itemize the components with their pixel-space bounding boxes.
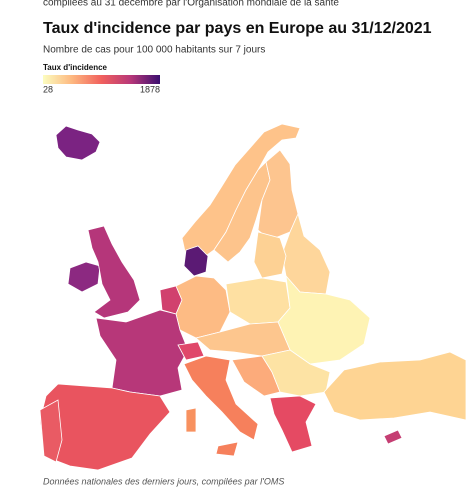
greece: [269, 395, 317, 453]
sardinia: [185, 407, 197, 433]
title: Taux d'incidence par pays en Europe au 3…: [43, 20, 432, 37]
cut-line: compilées au 31 décembre par l'Organisat…: [43, 0, 339, 9]
turkey: [323, 351, 466, 421]
legend-min: 28: [43, 84, 53, 94]
legend-max: 1878: [140, 84, 160, 94]
subtitle: Nombre de cas pour 100 000 habitants sur…: [43, 45, 265, 56]
ireland: [67, 261, 101, 293]
belarus-ukraine: [277, 274, 371, 365]
legend-title: Taux d'incidence: [43, 63, 108, 72]
france: [95, 309, 189, 397]
switzerland: [177, 341, 205, 361]
iceland: [55, 125, 101, 161]
countries: [39, 123, 466, 471]
sicily-sardinia: [215, 441, 239, 457]
italy: [183, 355, 259, 441]
portugal: [39, 399, 63, 463]
uk: [87, 225, 141, 319]
cyprus: [383, 429, 403, 445]
poland: [225, 277, 291, 325]
baltics: [253, 231, 287, 279]
germany: [175, 275, 231, 339]
denmark: [183, 245, 209, 277]
legend-scale: [43, 75, 160, 84]
source: Données nationales des derniers jours, c…: [43, 476, 284, 486]
iberia: [39, 383, 171, 471]
